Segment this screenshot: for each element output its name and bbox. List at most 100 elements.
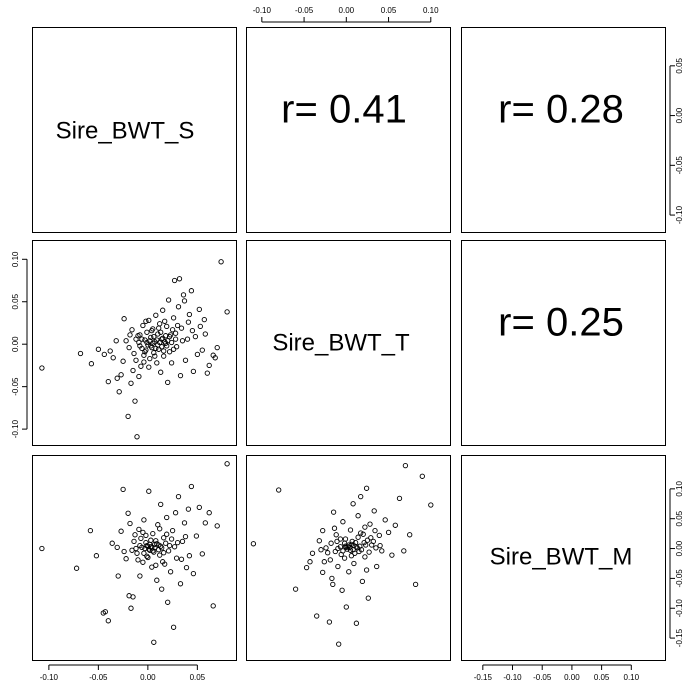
- data-point: [385, 529, 392, 536]
- data-point: [138, 363, 144, 369]
- data-point: [126, 344, 132, 351]
- tick-label: -0.10: [675, 599, 684, 618]
- data-point: [114, 375, 120, 381]
- data-point: [197, 323, 203, 330]
- tick-label: 0.05: [381, 6, 397, 15]
- data-point: [182, 357, 189, 363]
- data-point: [134, 434, 140, 440]
- data-point: [133, 357, 139, 363]
- data-point: [149, 327, 155, 334]
- data-point: [160, 559, 166, 565]
- data-point: [419, 473, 425, 479]
- tick-label: 0.05: [11, 293, 20, 309]
- data-point: [320, 527, 326, 534]
- data-point: [377, 542, 383, 549]
- data-point: [102, 609, 108, 615]
- data-point: [141, 550, 147, 556]
- data-point: [276, 487, 282, 493]
- data-point: [160, 307, 166, 313]
- data-point: [166, 542, 173, 549]
- panel-frame-t-s: [32, 240, 237, 446]
- data-point: [366, 549, 372, 555]
- tick-label: 0.05: [675, 57, 684, 73]
- data-point: [363, 485, 370, 491]
- data-point: [250, 541, 257, 547]
- data-point: [204, 370, 210, 376]
- data-point: [77, 350, 84, 357]
- data-point: [353, 544, 360, 550]
- data-point: [177, 581, 184, 587]
- data-point: [347, 527, 354, 533]
- data-point: [177, 372, 184, 379]
- data-point: [175, 304, 182, 310]
- data-point: [167, 569, 174, 575]
- data-point: [372, 527, 378, 534]
- data-point: [194, 351, 201, 358]
- data-point: [131, 350, 137, 357]
- data-point: [196, 504, 202, 511]
- data-point: [110, 355, 116, 361]
- data-point: [180, 292, 187, 298]
- data-point: [151, 350, 157, 356]
- data-point: [199, 347, 205, 353]
- data-point: [158, 369, 164, 375]
- data-point: [199, 551, 205, 557]
- data-point: [341, 555, 348, 561]
- data-point: [339, 587, 345, 593]
- data-point: [140, 559, 146, 565]
- data-point: [145, 554, 151, 561]
- tick-label: 0.00: [675, 107, 684, 123]
- data-point: [327, 557, 333, 563]
- data-point: [412, 581, 419, 588]
- tick-label: 0.10: [675, 481, 684, 497]
- data-point: [139, 345, 145, 352]
- data-point: [125, 510, 131, 516]
- data-point: [120, 358, 126, 364]
- y-axis-right-s: -0.10 -0.05 0.00 0.05: [669, 57, 684, 224]
- data-point: [152, 353, 158, 359]
- data-point: [159, 586, 165, 592]
- data-point: [224, 309, 230, 315]
- data-point: [153, 312, 159, 318]
- data-point: [343, 604, 349, 610]
- data-point: [151, 333, 157, 340]
- data-point: [170, 315, 177, 321]
- data-point: [370, 538, 376, 545]
- data-point: [175, 493, 182, 500]
- data-point: [202, 331, 208, 337]
- data-point: [164, 343, 170, 349]
- data-point: [156, 542, 162, 548]
- data-point: [396, 495, 403, 502]
- data-point: [174, 539, 181, 546]
- panel-frames: [32, 27, 666, 661]
- data-point: [136, 373, 142, 380]
- data-point: [162, 318, 168, 324]
- panel-frame-m-t: [246, 455, 451, 661]
- data-point: [183, 564, 190, 571]
- data-point: [146, 488, 152, 494]
- data-point: [165, 379, 171, 386]
- data-point: [346, 569, 352, 575]
- data-point: [129, 327, 135, 333]
- scatter-sire-bwt-s-vs-sire-bwt-m: [39, 461, 230, 645]
- data-point: [362, 554, 368, 560]
- data-point: [123, 556, 129, 562]
- y-axis-left-t: -0.10 -0.05 0.00 0.05 0.10: [11, 251, 28, 438]
- corr-label-t-m: r= 0.25: [498, 301, 624, 345]
- data-point: [121, 548, 127, 555]
- data-point: [179, 538, 186, 545]
- data-point: [151, 549, 157, 555]
- data-point: [105, 618, 111, 624]
- data-point: [164, 514, 170, 521]
- tick-label: 0.00: [339, 6, 355, 15]
- data-point: [407, 532, 413, 538]
- x-axis-bottom-m: -0.15 -0.10 -0.05 0.00 0.05 0.10: [474, 664, 640, 682]
- data-point: [379, 548, 385, 554]
- data-point: [318, 547, 324, 553]
- data-point: [336, 641, 342, 647]
- data-point: [188, 288, 195, 294]
- data-point: [164, 531, 170, 537]
- data-point: [307, 559, 313, 565]
- data-point: [172, 330, 179, 336]
- data-point: [323, 545, 329, 551]
